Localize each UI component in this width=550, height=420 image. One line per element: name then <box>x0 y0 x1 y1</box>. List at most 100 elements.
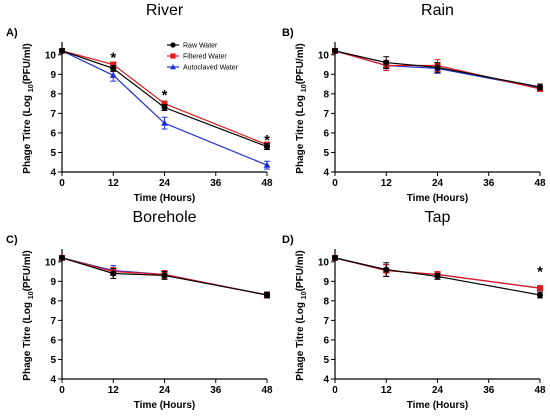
x-tick-label: 0 <box>332 385 338 396</box>
panel-label: C) <box>6 234 18 246</box>
x-tick-label: 0 <box>59 385 65 396</box>
series-1 <box>59 47 270 151</box>
y-axis-label-subscript: 10 <box>301 84 308 92</box>
y-axis-label-subscript: 10 <box>28 291 35 299</box>
data-point <box>263 161 271 168</box>
data-point <box>161 100 168 107</box>
y-axis-label-main: Phage Titre (Log <box>295 299 306 381</box>
panel-label: D) <box>282 234 294 246</box>
x-tick-label: 12 <box>108 178 120 189</box>
series-1 <box>332 254 543 299</box>
y-tick-label: 8 <box>323 89 329 100</box>
y-axis-label-main: Phage Titre (Log <box>22 299 33 381</box>
data-point <box>264 143 270 150</box>
x-tick-label: 48 <box>261 178 273 189</box>
data-point <box>434 64 441 71</box>
y-tick-label: 5 <box>323 355 329 366</box>
y-axis-label-unit: (PFU/ml) <box>295 250 306 291</box>
y-axis-label: Phage Titre (Log 10(PFU/ml) <box>22 250 35 380</box>
data-point <box>537 84 543 91</box>
y-axis-label-unit: (PFU/ml) <box>22 43 33 84</box>
series-line <box>61 50 268 166</box>
y-axis-label-subscript: 10 <box>28 84 35 92</box>
significance-star: * <box>264 132 270 149</box>
y-tick-label: 8 <box>323 296 329 307</box>
y-tick-label: 9 <box>50 70 56 81</box>
y-tick-label: 6 <box>323 335 329 346</box>
x-tick-label: 24 <box>432 385 444 396</box>
series-line <box>61 257 268 296</box>
y-tick-label: 8 <box>50 296 56 307</box>
data-point <box>110 270 117 277</box>
y-tick-label: 7 <box>50 109 56 120</box>
x-axis-label: Time (Hours) <box>407 193 469 204</box>
x-tick-label: 24 <box>159 178 171 189</box>
data-point <box>110 61 117 68</box>
x-tick-label: 0 <box>332 178 338 189</box>
legend-marker <box>170 64 176 70</box>
y-axis-label: Phage Titre (Log 10(PFU/ml) <box>295 250 308 380</box>
x-tick-label: 24 <box>159 385 171 396</box>
panel-title: Borehole <box>132 209 196 226</box>
panel-label: A) <box>6 27 18 39</box>
x-tick-label: 12 <box>381 385 393 396</box>
x-tick-label: 36 <box>210 178 222 189</box>
panel-label: B) <box>282 27 294 39</box>
data-point <box>59 47 65 54</box>
y-axis-label-unit: (PFU/ml) <box>22 250 33 291</box>
significance-star: * <box>162 87 168 104</box>
y-tick-label: 9 <box>50 277 56 288</box>
x-tick-label: 12 <box>381 178 393 189</box>
data-point <box>434 273 441 280</box>
y-axis-label-main: Phage Titre (Log <box>295 92 306 174</box>
legend-marker <box>170 53 176 59</box>
y-tick-label: 4 <box>323 375 329 386</box>
chart-panel-3: C) Borehole 4 5 6 7 8 9 10 0 12 24 36 48 Time (Hours) P… <box>6 209 273 411</box>
y-axis-label-main: Phage Titre (Log <box>22 92 33 174</box>
data-point <box>537 285 543 292</box>
y-tick-label: 10 <box>45 257 57 268</box>
panel-title: Tap <box>425 209 451 226</box>
y-tick-label: 9 <box>323 277 329 288</box>
y-tick-label: 7 <box>323 109 329 120</box>
panel-title: Rain <box>421 2 454 19</box>
x-tick-label: 48 <box>534 385 546 396</box>
y-tick-label: 4 <box>50 168 56 179</box>
data-point <box>59 254 65 261</box>
panel-title: River <box>146 2 184 19</box>
data-point <box>332 47 338 54</box>
y-tick-label: 5 <box>323 148 329 159</box>
y-tick-label: 4 <box>323 168 329 179</box>
data-point <box>537 291 543 298</box>
y-tick-label: 9 <box>323 70 329 81</box>
y-tick-label: 5 <box>50 148 56 159</box>
y-tick-label: 7 <box>323 316 329 327</box>
x-axis-label: Time (Hours) <box>134 193 196 204</box>
series-line <box>61 50 268 146</box>
chart-panel-4: D) Tap 4 5 6 7 8 9 10 0 12 24 36 48 Time (Hours) Phage … <box>282 209 546 411</box>
y-axis-label-subscript: 10 <box>301 291 308 299</box>
x-tick-label: 36 <box>483 385 495 396</box>
chart-panel-1: A) River 4 5 6 7 8 9 10 0 12 24 36 48 Time (Hours) Phag… <box>6 2 273 204</box>
x-tick-label: 0 <box>59 178 65 189</box>
series-line <box>334 257 541 296</box>
legend-label: Raw Water <box>183 43 218 50</box>
chart-panel-2: B) Rain 4 5 6 7 8 9 10 0 12 24 36 48 Time (Hours) Phage… <box>282 2 546 204</box>
series-1 <box>332 47 543 91</box>
y-tick-label: 7 <box>50 316 56 327</box>
y-tick-label: 10 <box>45 50 57 61</box>
x-tick-label: 48 <box>261 385 273 396</box>
legend-marker <box>170 42 176 48</box>
y-axis-label: Phage Titre (Log 10(PFU/ml) <box>295 43 308 173</box>
y-axis-label: Phage Titre (Log 10(PFU/ml) <box>22 43 35 173</box>
y-tick-label: 6 <box>323 128 329 139</box>
series-1 <box>59 254 270 299</box>
legend-label: Autoclaved Water <box>183 65 239 72</box>
data-point <box>383 266 390 273</box>
significance-star: * <box>110 50 116 67</box>
y-tick-label: 6 <box>50 128 56 139</box>
data-point <box>161 104 168 111</box>
data-point <box>161 119 168 126</box>
y-tick-label: 8 <box>50 89 56 100</box>
x-tick-label: 48 <box>534 178 546 189</box>
